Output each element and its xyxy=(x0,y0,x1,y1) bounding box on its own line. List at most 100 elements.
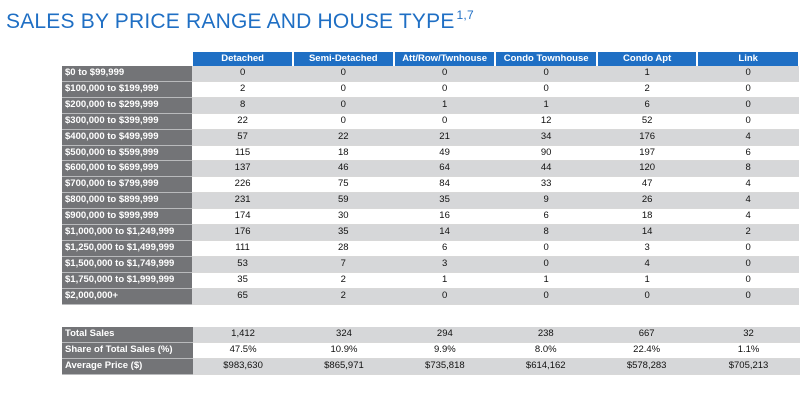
value-cell: 2 xyxy=(192,81,293,98)
value-cell: 47.5% xyxy=(192,342,294,359)
value-cell: 238 xyxy=(495,327,597,343)
value-cell: 22 xyxy=(192,113,293,130)
value-cell: 32 xyxy=(697,327,800,343)
value-cell: 0 xyxy=(495,66,597,82)
col-header-link: Link xyxy=(697,52,800,66)
value-cell: 22.4% xyxy=(596,342,698,359)
value-cell: 34 xyxy=(495,129,597,146)
value-cell: 21 xyxy=(393,129,496,146)
value-cell: $865,971 xyxy=(293,358,395,375)
value-cell: 18 xyxy=(596,208,698,226)
value-cell: 6 xyxy=(393,240,496,257)
row-label: $1,750,000 to $1,999,999 xyxy=(62,272,193,289)
value-cell: 0 xyxy=(697,240,799,257)
table-row: $1,500,000 to $1,749,999 53 7 3 0 4 0 xyxy=(62,256,799,273)
value-cell: 1,412 xyxy=(192,327,294,343)
value-cell: $983,630 xyxy=(192,358,294,375)
value-cell: 2 xyxy=(697,224,799,241)
value-cell: 16 xyxy=(393,208,496,226)
table-row: $0 to $99,999 0 0 0 0 1 0 xyxy=(62,66,799,82)
row-label: $1,250,000 to $1,499,999 xyxy=(62,240,193,257)
value-cell: 35 xyxy=(192,272,293,289)
value-cell: $614,162 xyxy=(495,358,597,375)
row-label: Share of Total Sales (%) xyxy=(62,342,193,359)
table-row: $1,750,000 to $1,999,999 35 2 1 1 1 0 xyxy=(62,272,799,289)
value-cell: 176 xyxy=(192,224,293,241)
table-row: $700,000 to $799,999 226 75 84 33 47 4 xyxy=(62,176,799,194)
row-label: $200,000 to $299,999 xyxy=(62,97,193,114)
value-cell: 9 xyxy=(495,192,597,210)
value-cell: $735,818 xyxy=(394,358,496,375)
value-cell: 0 xyxy=(292,113,394,130)
value-cell: 57 xyxy=(192,129,293,146)
value-cell: 111 xyxy=(192,240,293,257)
col-header-semi-detached: Semi-Detached xyxy=(292,52,395,66)
row-label: $400,000 to $499,999 xyxy=(62,129,193,146)
row-label: $1,500,000 to $1,749,999 xyxy=(62,256,193,273)
value-cell: 0 xyxy=(393,66,496,82)
value-cell: 12 xyxy=(495,113,597,130)
value-cell: 8 xyxy=(495,224,597,241)
value-cell: 2 xyxy=(292,272,394,289)
value-cell: 8.0% xyxy=(495,342,597,359)
value-cell: 120 xyxy=(596,160,698,178)
value-cell: 10.9% xyxy=(293,342,395,359)
value-cell: 174 xyxy=(192,208,293,226)
value-cell: 4 xyxy=(697,208,799,226)
value-cell: 4 xyxy=(697,192,799,210)
value-cell: 197 xyxy=(596,145,698,162)
value-cell: 33 xyxy=(495,176,597,194)
value-cell: 115 xyxy=(192,145,293,162)
value-cell: 22 xyxy=(292,129,394,146)
value-cell: 3 xyxy=(596,240,698,257)
value-cell: 0 xyxy=(697,66,799,82)
value-cell: 84 xyxy=(393,176,496,194)
table-row: $900,000 to $999,999 174 30 16 6 18 4 xyxy=(62,208,799,226)
value-cell: 1 xyxy=(393,97,496,114)
value-cell: 14 xyxy=(393,224,496,241)
value-cell: 1 xyxy=(495,272,597,289)
row-label: $1,000,000 to $1,249,999 xyxy=(62,224,193,241)
col-header-detached: Detached xyxy=(192,52,294,66)
value-cell: 0 xyxy=(393,288,496,305)
value-cell: 28 xyxy=(292,240,394,257)
value-cell: 0 xyxy=(697,288,799,305)
value-cell: 0 xyxy=(495,240,597,257)
value-cell: 59 xyxy=(292,192,394,210)
value-cell: 30 xyxy=(292,208,394,226)
value-cell: 231 xyxy=(192,192,293,210)
page-title: SALES BY PRICE RANGE AND HOUSE TYPE 1,7 xyxy=(6,8,474,34)
value-cell: 65 xyxy=(192,288,293,305)
value-cell: 137 xyxy=(192,160,293,178)
summary-table: Total Sales 1,412 324 294 238 667 32 Share of T… xyxy=(62,327,800,375)
value-cell: 1 xyxy=(596,66,698,82)
value-cell: 0 xyxy=(495,256,597,273)
sales-by-price-table: Detached Semi-Detached Att/Row/Twnhouse … xyxy=(62,52,800,305)
value-cell: 49 xyxy=(393,145,496,162)
column-header-row: Detached Semi-Detached Att/Row/Twnhouse … xyxy=(62,52,800,66)
value-cell: 4 xyxy=(697,176,799,194)
row-label: $2,000,000+ xyxy=(62,288,193,305)
value-cell: 0 xyxy=(697,81,799,98)
value-cell: 0 xyxy=(697,272,799,289)
summary-row: Total Sales 1,412 324 294 238 667 32 xyxy=(62,327,800,343)
row-label: Average Price ($) xyxy=(62,358,193,375)
summary-row: Share of Total Sales (%) 47.5% 10.9% 9.9% 8.… xyxy=(62,342,800,359)
value-cell: 0 xyxy=(292,81,394,98)
value-cell: 0 xyxy=(495,81,597,98)
table-row: $2,000,000+ 65 2 0 0 0 0 xyxy=(62,288,799,305)
value-cell: 47 xyxy=(596,176,698,194)
value-cell: 35 xyxy=(292,224,394,241)
value-cell: 6 xyxy=(596,97,698,114)
value-cell: $705,213 xyxy=(697,358,800,375)
table-row: $1,000,000 to $1,249,999 176 35 14 8 14 2 xyxy=(62,224,799,241)
table-row: $100,000 to $199,999 2 0 0 0 2 0 xyxy=(62,81,799,98)
value-cell: 75 xyxy=(292,176,394,194)
value-cell: 294 xyxy=(394,327,496,343)
table-row: $600,000 to $699,999 137 46 64 44 120 8 xyxy=(62,160,799,178)
value-cell: 64 xyxy=(393,160,496,178)
value-cell: 8 xyxy=(192,97,293,114)
value-cell: 1 xyxy=(393,272,496,289)
value-cell: 2 xyxy=(292,288,394,305)
col-header-condo-townhouse: Condo Townhouse xyxy=(495,52,598,66)
